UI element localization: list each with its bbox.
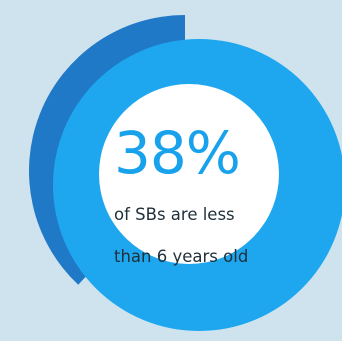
- stat-caption: of SBs are less than 6 years old: [114, 183, 264, 267]
- stat-caption-line1: of SBs are less: [114, 205, 235, 224]
- stat-value: 38%: [114, 119, 241, 187]
- center-circle: [99, 84, 279, 264]
- stat-text-block: 38% of SBs are less than 6 years old: [114, 124, 264, 267]
- stat-caption-line2: than 6 years old: [114, 247, 249, 266]
